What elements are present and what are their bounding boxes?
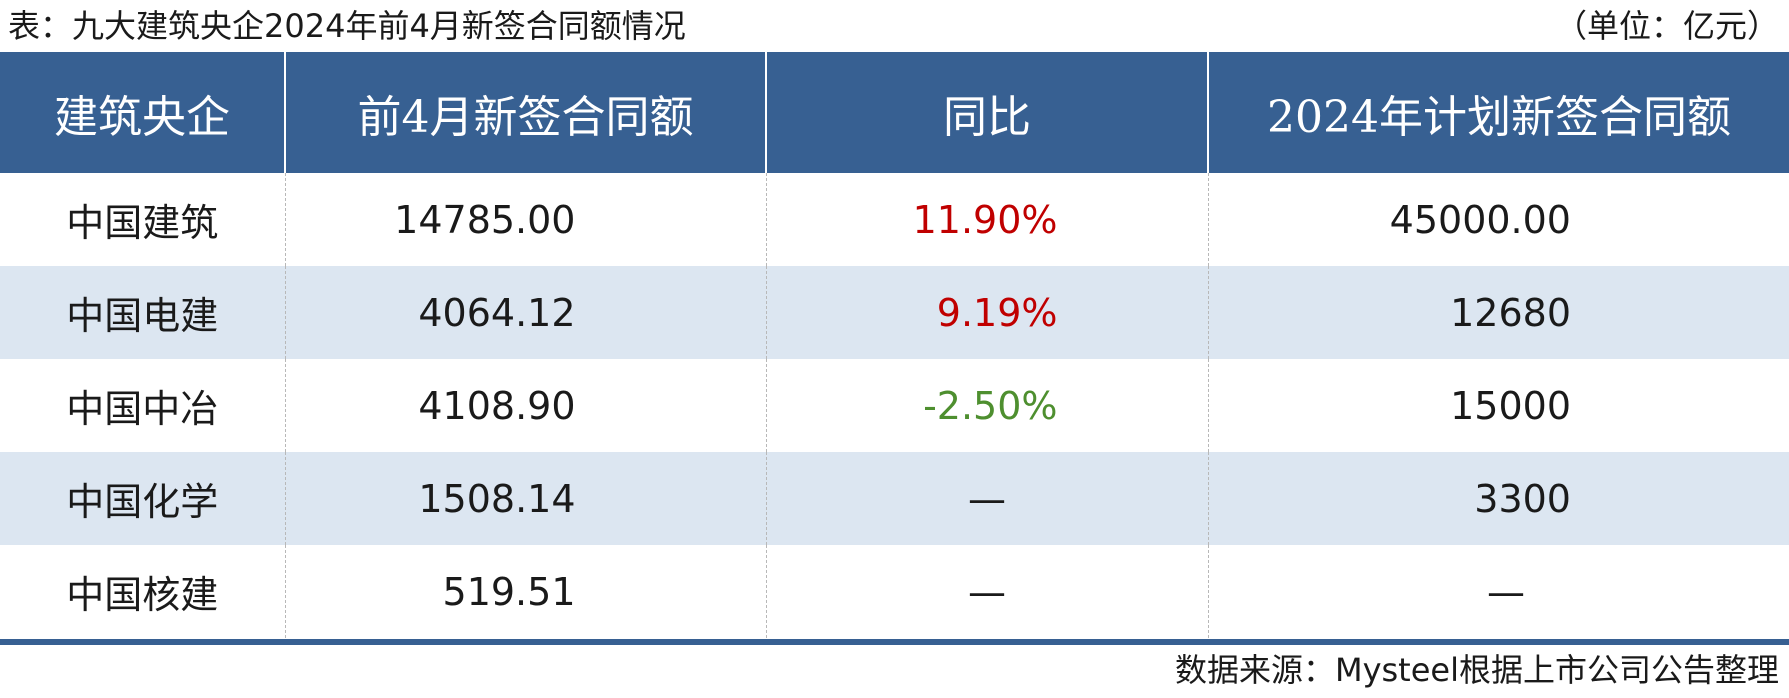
- yoy-value: -2.50%: [765, 359, 1208, 452]
- yoy-value: 9.19%: [765, 266, 1208, 359]
- plan-value: 45000.00: [1207, 173, 1789, 266]
- column-header-plan: 2024年计划新签合同额: [1207, 52, 1789, 173]
- yoy-value: —: [765, 452, 1208, 545]
- table-row: 中国核建 519.51 — —: [0, 545, 1789, 638]
- company-name: 中国建筑: [66, 201, 219, 245]
- contracts-table: 建筑央企 前4月新签合同额 同比 2024年计划新签合同额 中国建筑 14785…: [0, 52, 1789, 638]
- table-row: 中国电建 4064.12 9.19% 12680: [0, 266, 1789, 359]
- yoy-value: 11.90%: [765, 173, 1208, 266]
- contract-value: 1508.14: [284, 452, 766, 545]
- plan-value: 15000: [1207, 359, 1789, 452]
- table-row: 中国中冶 4108.90 -2.50% 15000: [0, 359, 1789, 452]
- contract-value: 519.51: [284, 545, 766, 638]
- unit-label: （单位：亿元）: [1554, 7, 1779, 45]
- header-row: 建筑央企 前4月新签合同额 同比 2024年计划新签合同额: [0, 52, 1789, 173]
- company-name: 中国化学: [0, 452, 285, 545]
- contract-value: 4108.90: [284, 359, 766, 452]
- plan-value: —: [1207, 545, 1789, 638]
- table-row: 中国建筑 14785.00 11.90% 45000.00: [0, 173, 1789, 266]
- company-name: 中国中冶: [66, 387, 219, 431]
- title-bar: 表：九大建筑央企2024年前4月新签合同额情况 （单位：亿元）: [0, 0, 1789, 52]
- column-header-yoy: 同比: [765, 52, 1208, 173]
- contract-value: 14785.00: [284, 173, 766, 266]
- yoy-value: —: [765, 545, 1208, 638]
- column-header-company: 建筑央企: [0, 52, 285, 173]
- plan-value: 12680: [1207, 266, 1789, 359]
- column-header-contract: 前4月新签合同额: [284, 52, 766, 173]
- contract-value: 4064.12: [284, 266, 766, 359]
- table-row: 中国化学 1508.14 — 3300: [0, 452, 1789, 545]
- plan-value: 3300: [1207, 452, 1789, 545]
- bottom-divider: [0, 639, 1789, 645]
- source-note: 数据来源：Mysteel根据上市公司公告整理: [1174, 651, 1779, 689]
- company-name: 中国电建: [0, 266, 285, 359]
- page-title: 表：九大建筑央企2024年前4月新签合同额情况: [8, 7, 686, 45]
- company-name: 中国核建: [66, 573, 219, 617]
